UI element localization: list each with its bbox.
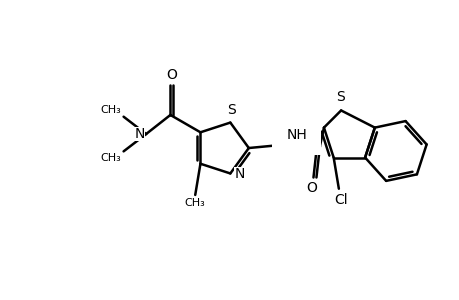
Text: CH₃: CH₃ bbox=[185, 198, 205, 208]
Text: Cl: Cl bbox=[333, 193, 347, 207]
Text: S: S bbox=[226, 103, 235, 117]
Text: S: S bbox=[335, 91, 344, 104]
Text: CH₃: CH₃ bbox=[101, 153, 121, 163]
Text: O: O bbox=[166, 68, 176, 82]
Text: N: N bbox=[234, 167, 244, 182]
Text: O: O bbox=[305, 182, 316, 196]
Text: NH: NH bbox=[285, 128, 306, 142]
Text: CH₃: CH₃ bbox=[101, 105, 121, 115]
Text: N: N bbox=[134, 127, 145, 141]
